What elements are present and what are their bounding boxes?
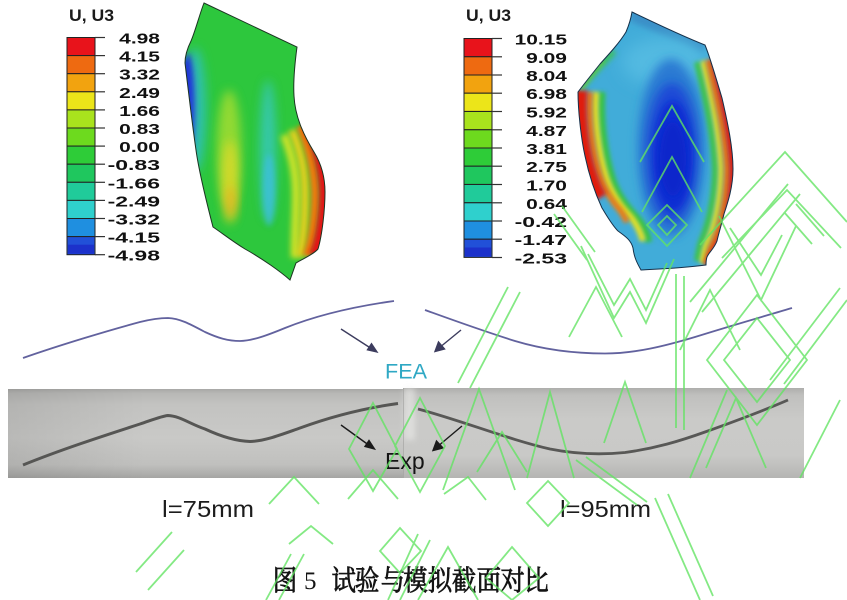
svg-text:0.00: 0.00 (119, 140, 160, 156)
svg-text:-0.42: -0.42 (515, 215, 567, 231)
svg-text:U, U3: U, U3 (69, 6, 114, 25)
svg-text:4.87: 4.87 (526, 124, 567, 140)
svg-text:5.92: 5.92 (526, 106, 567, 122)
svg-text:-1.47: -1.47 (515, 233, 567, 249)
svg-text:l=75mm: l=75mm (162, 496, 254, 522)
svg-text:6.98: 6.98 (526, 87, 567, 103)
svg-text:-4.98: -4.98 (108, 249, 160, 265)
svg-text:FEA: FEA (385, 361, 427, 384)
svg-text:5: 5 (304, 568, 317, 595)
svg-text:9.09: 9.09 (526, 51, 567, 67)
svg-text:2.75: 2.75 (526, 160, 567, 176)
svg-text:3.81: 3.81 (526, 142, 567, 158)
svg-text:-2.49: -2.49 (108, 194, 160, 210)
svg-text:0.83: 0.83 (119, 122, 160, 138)
svg-text:0.64: 0.64 (526, 197, 567, 213)
svg-text:2.49: 2.49 (119, 86, 160, 102)
svg-text:10.15: 10.15 (515, 33, 567, 49)
svg-text:-1.66: -1.66 (108, 176, 160, 192)
svg-text:l=95mm: l=95mm (560, 496, 651, 522)
svg-text:3.32: 3.32 (119, 68, 160, 84)
svg-text:1.70: 1.70 (526, 179, 567, 195)
svg-text:U, U3: U, U3 (466, 6, 511, 25)
svg-text:1.66: 1.66 (119, 104, 160, 120)
svg-text:4.15: 4.15 (119, 50, 160, 66)
svg-text:Exp: Exp (385, 448, 425, 474)
svg-text:-3.32: -3.32 (108, 213, 160, 229)
svg-text:8.04: 8.04 (526, 69, 567, 85)
svg-text:-0.83: -0.83 (108, 158, 160, 174)
svg-text:-4.15: -4.15 (108, 231, 160, 247)
svg-text:-2.53: -2.53 (515, 252, 567, 268)
svg-text:4.98: 4.98 (119, 32, 160, 48)
